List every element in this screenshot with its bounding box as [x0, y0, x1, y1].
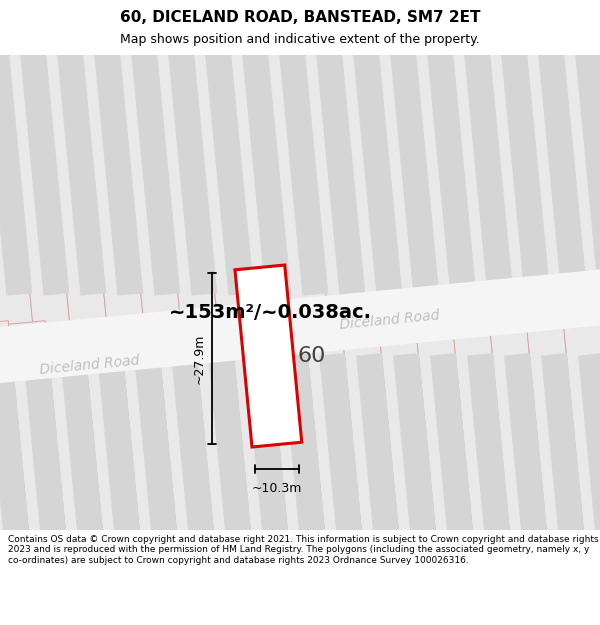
Polygon shape [203, 34, 254, 296]
Polygon shape [319, 353, 364, 558]
Polygon shape [38, 0, 108, 337]
Polygon shape [563, 321, 600, 590]
Polygon shape [149, 0, 219, 337]
Polygon shape [504, 353, 550, 558]
Polygon shape [304, 321, 367, 590]
Polygon shape [393, 353, 439, 558]
Polygon shape [112, 0, 182, 337]
Polygon shape [541, 353, 586, 558]
Polygon shape [482, 0, 552, 337]
Text: ~27.9m: ~27.9m [193, 333, 206, 384]
Text: Diceland Road: Diceland Road [340, 308, 440, 332]
Polygon shape [19, 34, 69, 296]
Polygon shape [241, 34, 291, 296]
Text: 60: 60 [297, 346, 325, 366]
Text: ~153m²/~0.038ac.: ~153m²/~0.038ac. [169, 302, 371, 321]
Polygon shape [0, 321, 34, 590]
Polygon shape [0, 34, 32, 296]
Polygon shape [8, 321, 71, 590]
Polygon shape [356, 353, 401, 558]
Polygon shape [408, 0, 478, 337]
Polygon shape [452, 321, 515, 590]
Polygon shape [379, 321, 441, 590]
Polygon shape [371, 0, 441, 337]
Polygon shape [352, 34, 402, 296]
Polygon shape [0, 264, 600, 387]
Polygon shape [556, 0, 600, 337]
Polygon shape [82, 321, 145, 590]
Polygon shape [186, 0, 256, 337]
Text: 60, DICELAND ROAD, BANSTEAD, SM7 2ET: 60, DICELAND ROAD, BANSTEAD, SM7 2ET [120, 9, 480, 24]
Polygon shape [223, 0, 293, 337]
Polygon shape [97, 353, 142, 558]
Text: Map shows position and indicative extent of the property.: Map shows position and indicative extent… [120, 32, 480, 46]
Polygon shape [297, 0, 367, 337]
Polygon shape [463, 34, 513, 296]
Polygon shape [130, 34, 180, 296]
Polygon shape [425, 34, 476, 296]
Polygon shape [490, 321, 552, 590]
Polygon shape [593, 0, 600, 337]
Polygon shape [526, 321, 589, 590]
Polygon shape [23, 353, 68, 558]
Polygon shape [60, 353, 106, 558]
Polygon shape [46, 321, 108, 590]
Polygon shape [430, 353, 475, 558]
Polygon shape [578, 353, 600, 558]
Text: ~10.3m: ~10.3m [251, 482, 302, 495]
Polygon shape [278, 34, 328, 296]
Polygon shape [0, 0, 34, 337]
Polygon shape [445, 0, 515, 337]
Polygon shape [208, 353, 253, 558]
Polygon shape [500, 34, 550, 296]
Polygon shape [314, 34, 365, 296]
Polygon shape [536, 34, 587, 296]
Polygon shape [0, 353, 31, 558]
Polygon shape [245, 353, 290, 558]
Polygon shape [282, 353, 328, 558]
Polygon shape [134, 353, 179, 558]
Polygon shape [467, 353, 512, 558]
Polygon shape [171, 353, 217, 558]
Polygon shape [92, 34, 143, 296]
Polygon shape [574, 34, 600, 296]
Polygon shape [268, 321, 330, 590]
Polygon shape [167, 34, 217, 296]
Polygon shape [157, 321, 219, 590]
Polygon shape [415, 321, 478, 590]
Polygon shape [341, 321, 404, 590]
Polygon shape [119, 321, 182, 590]
Text: Contains OS data © Crown copyright and database right 2021. This information is : Contains OS data © Crown copyright and d… [8, 535, 599, 565]
Polygon shape [1, 0, 71, 337]
Polygon shape [334, 0, 404, 337]
Polygon shape [230, 321, 293, 590]
Polygon shape [260, 0, 330, 337]
Polygon shape [389, 34, 439, 296]
Polygon shape [75, 0, 145, 337]
Polygon shape [193, 321, 256, 590]
Text: Diceland Road: Diceland Road [40, 353, 140, 377]
Polygon shape [519, 0, 589, 337]
Polygon shape [235, 265, 302, 447]
Polygon shape [56, 34, 106, 296]
